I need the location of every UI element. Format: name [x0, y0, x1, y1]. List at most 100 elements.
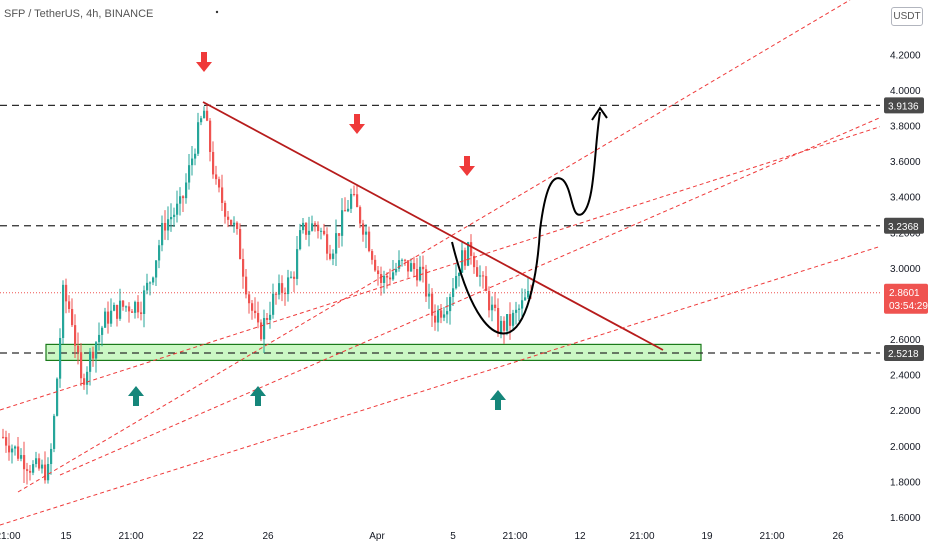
- candle-body: [269, 314, 272, 320]
- candle-body: [143, 290, 146, 314]
- candle-body: [119, 300, 122, 319]
- level-tag: [884, 217, 924, 234]
- candle-body: [200, 118, 203, 123]
- candle-body: [521, 300, 524, 309]
- candle-body: [365, 231, 368, 235]
- candle-body: [476, 267, 479, 277]
- candle-body: [137, 301, 140, 313]
- candle-body: [173, 214, 176, 217]
- dotted-trendline: [0, 229, 932, 526]
- candle-body: [53, 415, 56, 449]
- down-arrow-icon: [349, 114, 365, 134]
- candle-body: [323, 230, 326, 235]
- candle-body: [458, 272, 461, 277]
- candle-body: [227, 216, 230, 220]
- candle-body: [296, 249, 299, 279]
- candle-body: [362, 223, 365, 235]
- candle-body: [233, 222, 236, 225]
- candle-body: [110, 310, 113, 324]
- descending-trendline: [202, 101, 664, 351]
- up-arrow-icon: [490, 390, 506, 410]
- last-price-tag: [884, 283, 928, 314]
- candle-body: [335, 233, 338, 254]
- candle-body: [314, 223, 317, 225]
- x-tick-label: 5: [450, 531, 456, 542]
- price-axis-bg: [880, 0, 932, 550]
- candle-body: [527, 290, 530, 298]
- candle-body: [416, 269, 419, 281]
- x-tick-label: 21:00: [502, 531, 527, 542]
- candle-body: [5, 437, 8, 446]
- y-tick-label: 2.0000: [890, 442, 921, 453]
- candle-body: [155, 260, 158, 278]
- candle-body: [65, 284, 68, 302]
- candle-body: [509, 314, 512, 326]
- candle-body: [8, 445, 11, 453]
- candle-body: [401, 259, 404, 261]
- x-tick-label: 26: [832, 531, 844, 542]
- currency-unit-button[interactable]: USDT: [891, 7, 923, 26]
- y-tick-label: 3.2000: [890, 228, 921, 239]
- candle-body: [98, 334, 101, 343]
- candle-body: [347, 208, 350, 212]
- candle-body: [47, 463, 50, 481]
- candle-body: [182, 196, 185, 199]
- candle-body: [410, 263, 413, 272]
- candle-body: [455, 276, 458, 289]
- candle-body: [512, 312, 515, 326]
- y-tick-label: 1.8000: [890, 477, 921, 488]
- candle-body: [86, 371, 89, 385]
- candle-body: [377, 270, 380, 275]
- candle-body: [479, 275, 482, 277]
- up-arrow-icon: [128, 386, 144, 406]
- candle-body: [341, 210, 344, 236]
- candle-body: [128, 306, 131, 312]
- projection-path: [451, 111, 601, 335]
- dotted-trendline: [59, 94, 932, 476]
- candle-body: [77, 345, 80, 353]
- candle-body: [506, 314, 509, 331]
- cursor-dot: [215, 10, 219, 14]
- candle-body: [32, 464, 35, 473]
- candle-body: [281, 283, 284, 294]
- candle-body: [488, 291, 491, 311]
- candle-body: [275, 293, 278, 295]
- x-tick-label: Apr: [369, 531, 385, 542]
- candle-body: [452, 288, 455, 297]
- x-tick-label: 15: [60, 531, 72, 542]
- candle-body: [497, 307, 500, 333]
- candle-body: [122, 300, 125, 307]
- candle-body: [176, 203, 179, 215]
- candle-body: [260, 322, 263, 340]
- candle-body: [74, 325, 77, 346]
- candle-body: [212, 151, 215, 175]
- candle-body: [2, 436, 5, 438]
- candle-body: [140, 312, 143, 314]
- candle-body: [218, 179, 221, 188]
- candle-body: [254, 310, 257, 314]
- candle-body: [224, 202, 227, 217]
- candle-body: [305, 222, 308, 235]
- candle-body: [332, 253, 335, 259]
- candle-body: [437, 310, 440, 323]
- last-price-label: 2.8601: [889, 288, 920, 299]
- candle-body: [11, 448, 14, 453]
- candle-body: [440, 310, 443, 318]
- dotted-trendline: [0, 109, 932, 411]
- candle-body: [359, 207, 362, 224]
- candle-body: [20, 455, 23, 459]
- x-tick-label: 12: [574, 531, 586, 542]
- down-arrow-icon: [459, 156, 475, 176]
- candle-body: [464, 250, 467, 266]
- candle-body: [284, 293, 287, 295]
- time-axis: 21:00 15 21:00 22 26 Apr 5 21:00 12 21:00 19 21:00 2…: [0, 531, 844, 542]
- candle-body: [374, 259, 377, 271]
- candle-body: [338, 233, 341, 236]
- price-axis: 4.2000 4.0000 3.8000 3.6000 3.4000 3.2000 3.00…: [880, 0, 932, 550]
- candle-body: [485, 276, 488, 292]
- signal-arrows: [128, 10, 506, 410]
- candle-body: [515, 309, 518, 313]
- candle-body: [320, 230, 323, 232]
- candle-body: [245, 276, 248, 295]
